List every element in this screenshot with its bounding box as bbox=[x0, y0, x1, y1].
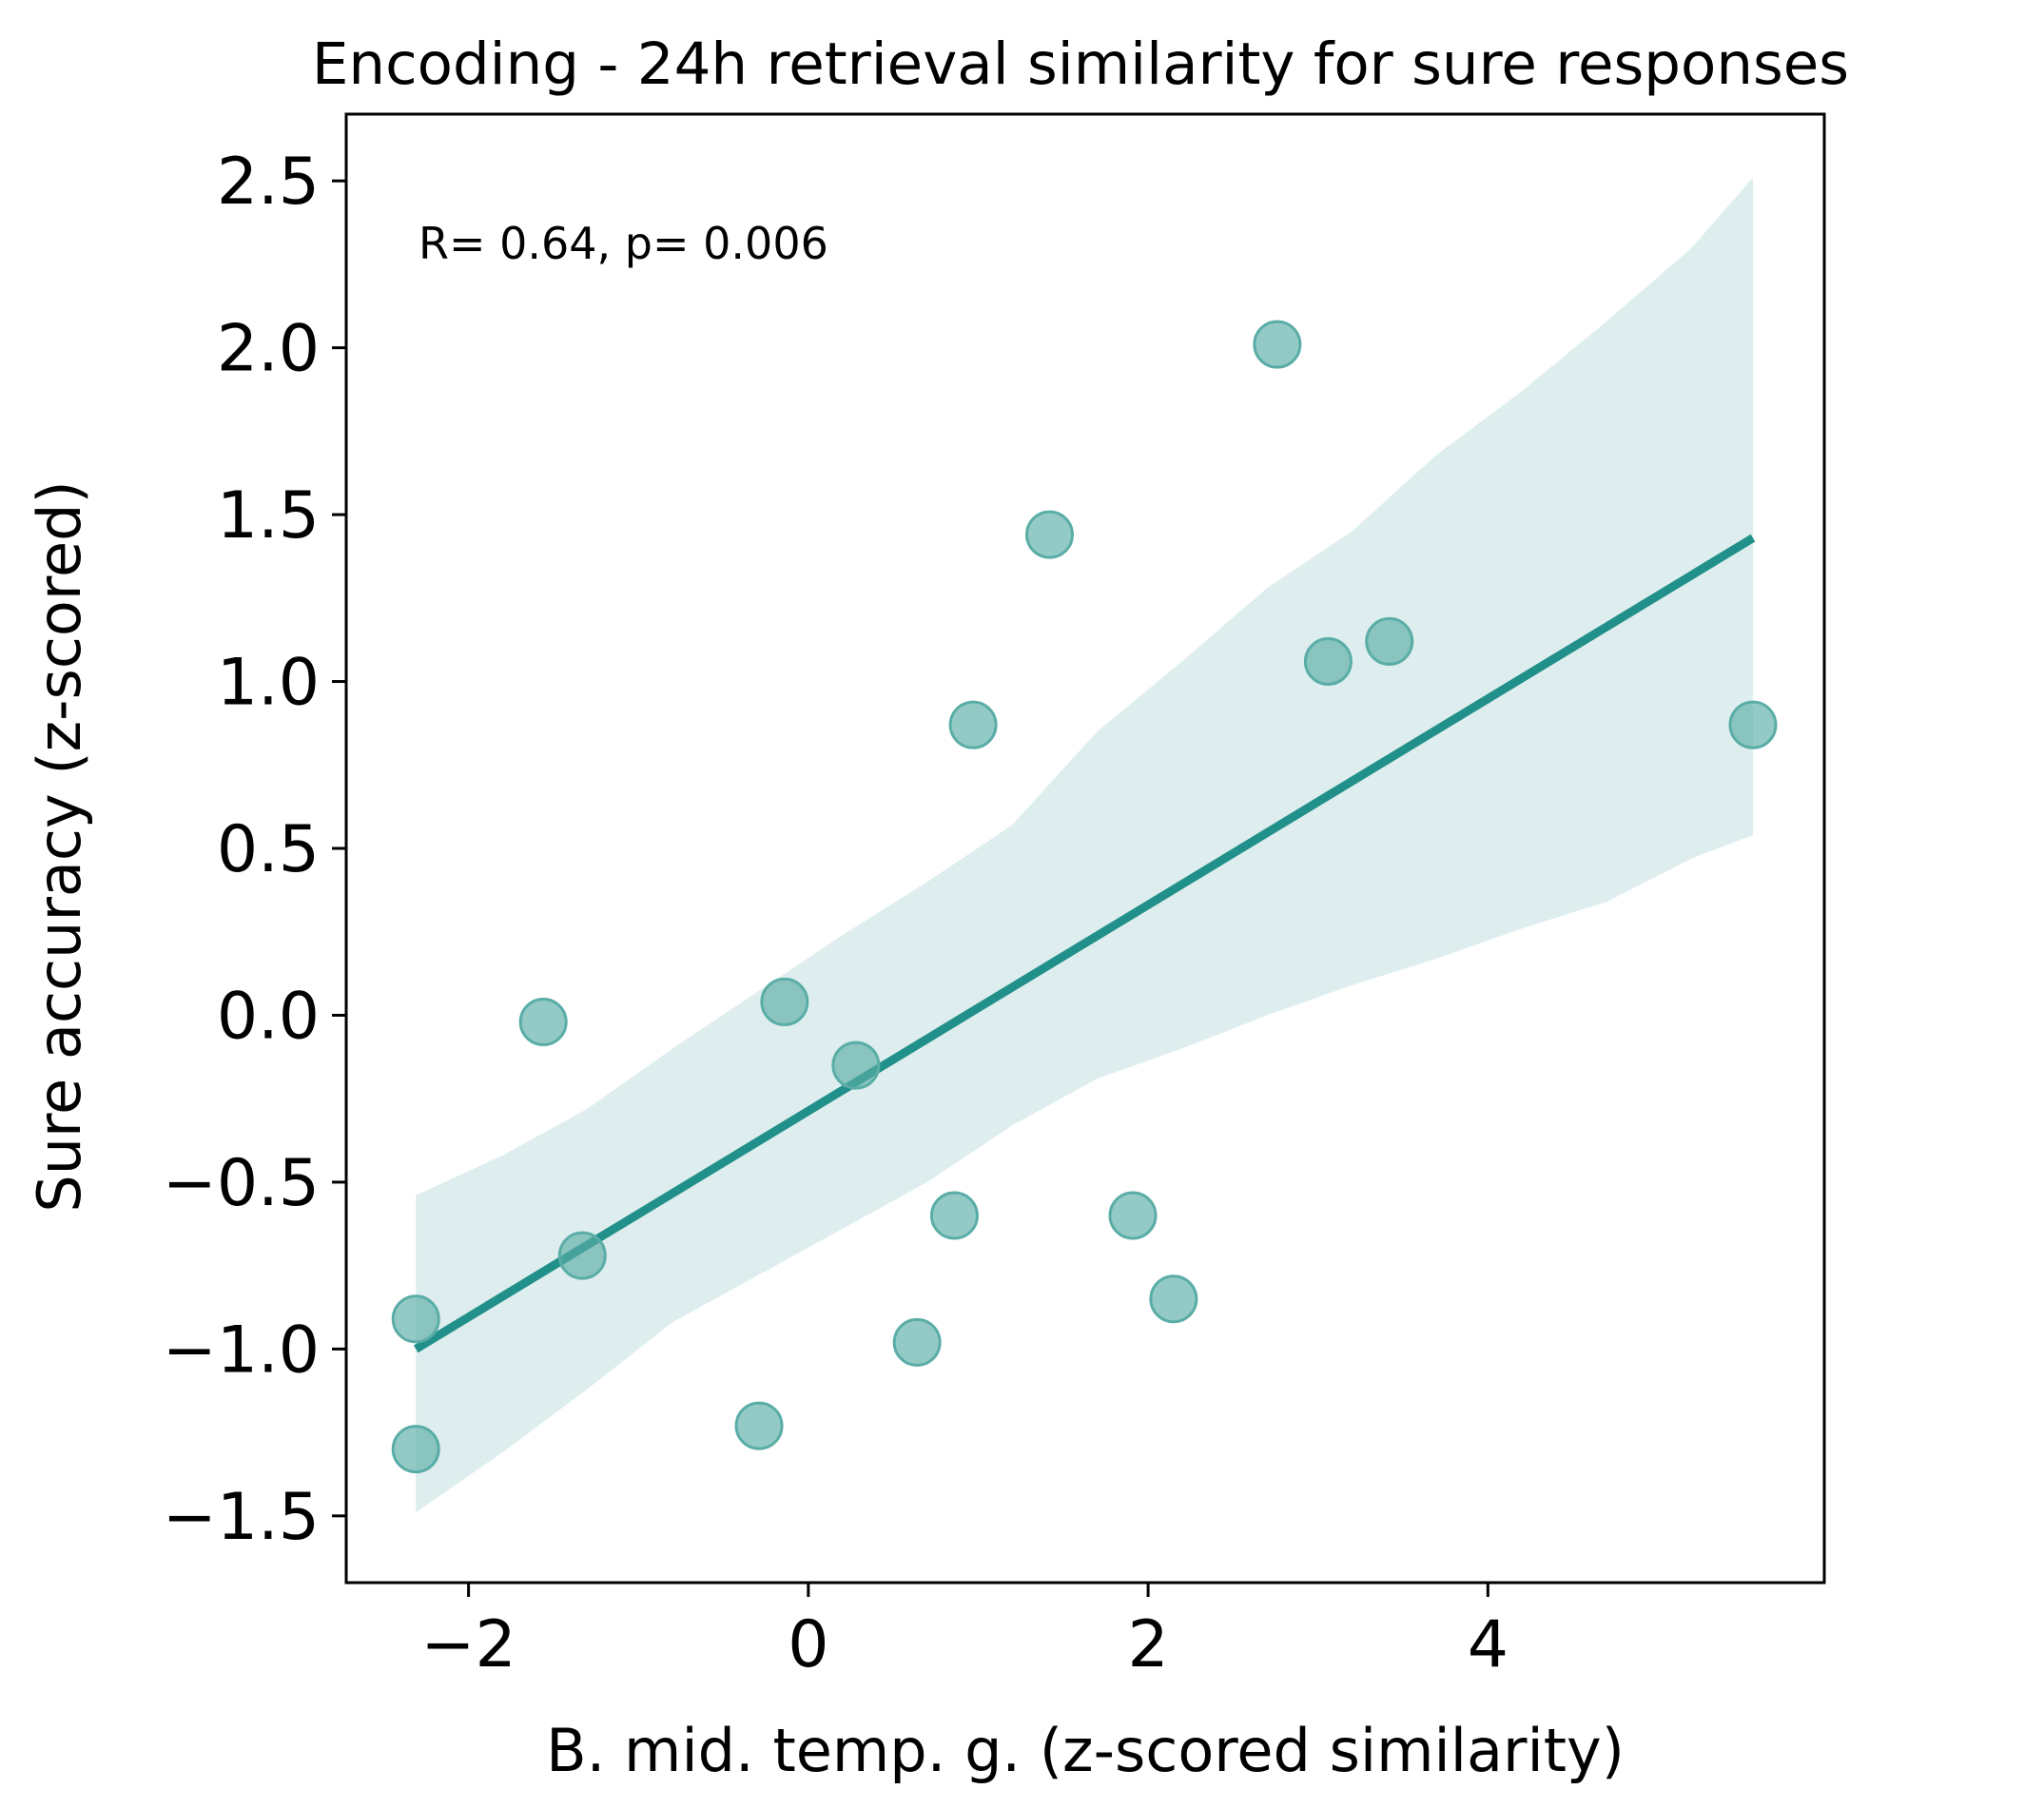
scatter-point bbox=[391, 1294, 440, 1344]
scatter-point bbox=[1253, 320, 1302, 369]
scatter-point bbox=[1303, 636, 1353, 686]
y-tick-label: −1.0 bbox=[163, 1313, 320, 1388]
chart-title: Encoding - 24h retrieval similarity for … bbox=[312, 30, 1849, 98]
y-tick-label: 1.5 bbox=[217, 478, 320, 554]
regression-line bbox=[413, 534, 1756, 1353]
x-axis-label: B. mid. temp. g. (z-scored similarity) bbox=[546, 1716, 1625, 1785]
scatter-point bbox=[892, 1317, 942, 1367]
scatter-point bbox=[1149, 1274, 1198, 1324]
scatter-point bbox=[831, 1041, 881, 1090]
y-tick-label: 2.0 bbox=[217, 312, 320, 387]
y-axis-ticks: −1.5 −1.0 −0.5 0.0 0.5 1.0 1.5 2.0 2.5 bbox=[163, 145, 346, 1555]
scatter-point bbox=[1365, 616, 1414, 666]
scatter-point bbox=[948, 700, 998, 749]
scatter-point bbox=[1728, 700, 1778, 749]
scatter-point bbox=[391, 1425, 440, 1474]
y-axis-label: Sure accuracy (z-scored) bbox=[25, 480, 94, 1212]
scatter-point bbox=[734, 1401, 784, 1450]
regression-line-layer bbox=[413, 534, 1756, 1353]
correlation-annotation: R= 0.64, p= 0.006 bbox=[419, 218, 828, 269]
y-tick-label: 0.5 bbox=[217, 812, 320, 887]
scatter-point bbox=[760, 977, 809, 1026]
scatter-point bbox=[518, 997, 568, 1046]
y-tick-label: 0.0 bbox=[217, 979, 320, 1054]
scatter-point bbox=[929, 1191, 979, 1240]
y-tick-label: −1.5 bbox=[163, 1480, 320, 1555]
x-axis-ticks: −2 0 2 4 bbox=[420, 1583, 1509, 1683]
x-tick-label: −2 bbox=[420, 1607, 516, 1683]
confidence-band bbox=[416, 177, 1754, 1513]
confidence-band-layer bbox=[416, 177, 1754, 1513]
scatter-point bbox=[1024, 510, 1074, 559]
data-points-layer bbox=[391, 320, 1778, 1474]
x-tick-label: 2 bbox=[1127, 1607, 1168, 1683]
y-tick-label: 2.5 bbox=[217, 145, 320, 220]
scatter-point bbox=[557, 1231, 607, 1280]
scatter-point bbox=[1108, 1191, 1158, 1240]
y-tick-label: 1.0 bbox=[217, 646, 320, 721]
x-tick-label: 4 bbox=[1468, 1607, 1509, 1683]
x-tick-label: 0 bbox=[788, 1607, 828, 1683]
y-tick-label: −0.5 bbox=[163, 1146, 320, 1221]
